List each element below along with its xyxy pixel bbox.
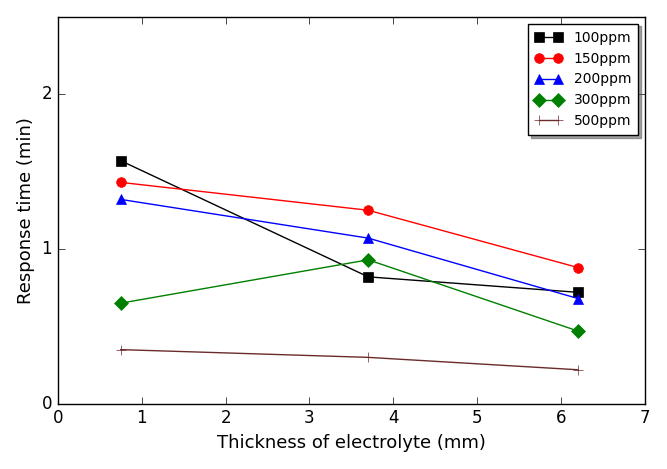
500ppm (364, 355, 372, 360)
500ppm (117, 347, 125, 352)
500ppm (574, 367, 582, 372)
Line: 150ppm: 150ppm (116, 177, 583, 272)
300ppm (364, 257, 372, 263)
100ppm (574, 289, 582, 295)
200ppm (574, 296, 582, 302)
Line: 300ppm: 300ppm (116, 255, 583, 336)
Y-axis label: Response time (min): Response time (min) (17, 117, 35, 304)
100ppm (364, 274, 372, 280)
300ppm (117, 300, 125, 306)
Legend: 100ppm, 150ppm, 200ppm, 300ppm, 500ppm: 100ppm, 150ppm, 200ppm, 300ppm, 500ppm (528, 23, 638, 135)
X-axis label: Thickness of electrolyte (mm): Thickness of electrolyte (mm) (217, 434, 486, 452)
150ppm (364, 207, 372, 213)
100ppm (117, 158, 125, 164)
150ppm (117, 180, 125, 185)
200ppm (364, 235, 372, 241)
200ppm (117, 197, 125, 202)
Line: 200ppm: 200ppm (116, 195, 583, 303)
150ppm (574, 265, 582, 270)
Line: 500ppm: 500ppm (116, 345, 583, 375)
300ppm (574, 328, 582, 334)
Line: 100ppm: 100ppm (116, 156, 583, 297)
